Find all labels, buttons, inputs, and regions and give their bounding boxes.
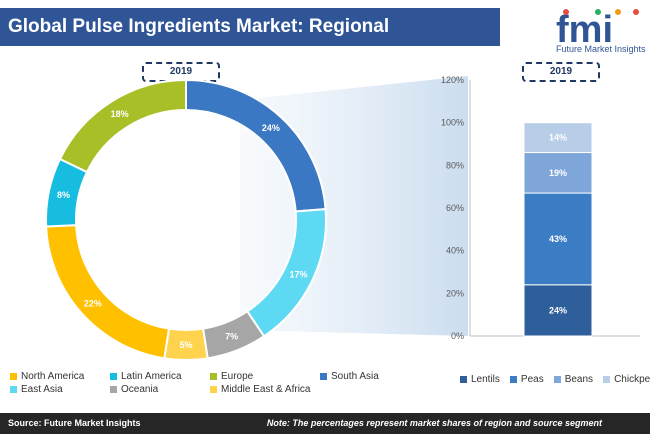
legend-item-middle-east-africa: Middle East & Africa — [210, 383, 310, 396]
legend-item-lentils: Lentils — [460, 374, 500, 385]
bar-segment-beans — [523, 152, 593, 194]
y-tick-label: 80% — [446, 160, 464, 170]
donut-slice-north-america — [45, 224, 171, 360]
legend-item-chickpeas: Chickpeas — [603, 374, 650, 385]
footer-note: Note: The percentages represent market s… — [266, 418, 602, 428]
legend-item-oceania: Oceania — [110, 383, 210, 396]
donut-legend: North America Latin America Europe South… — [10, 370, 379, 396]
donut-slice-europe — [58, 78, 187, 174]
stacked-bar-chart: 0% 20% 40% 60% 80% 100% 120% 24% 43% 19% 14% — [441, 75, 640, 341]
footer-source: Source: Future Market Insights — [8, 418, 141, 428]
bar-segment-peas — [523, 192, 593, 286]
legend-item-south-asia: South Asia — [320, 370, 379, 383]
donut-label-north-america: 22% — [84, 298, 102, 308]
logo-tagline: Future Market Insights — [556, 44, 646, 54]
logo-letters: fmi — [556, 9, 613, 51]
bar-label-peas: 43% — [549, 234, 567, 244]
y-tick-label: 40% — [446, 246, 464, 256]
donut-label-latin-america: 8% — [57, 190, 70, 200]
donut-label-middle-east-africa: 5% — [179, 340, 192, 350]
bar-label-chickpeas: 14% — [549, 133, 567, 143]
y-tick-label: 20% — [446, 288, 464, 298]
donut-label-europe: 18% — [111, 109, 129, 119]
legend-item-peas: Peas — [509, 374, 544, 385]
y-tick-label: 120% — [441, 75, 464, 85]
y-tick-label: 0% — [451, 331, 464, 341]
legend-item-europe: Europe — [210, 370, 320, 383]
bar-segment-lentils — [523, 284, 593, 337]
legend-item-east-asia: East Asia — [10, 383, 110, 396]
legend-item-beans: Beans — [553, 374, 593, 385]
donut-label-south-asia: 24% — [262, 123, 280, 133]
footer-bar: Source: Future Market Insights Note: The… — [0, 413, 650, 434]
bar-year-label: 2019 — [522, 62, 600, 82]
donut-chart: 24% 17% 7% 5% 22% 8% 18% — [45, 78, 327, 361]
legend-item-latin-america: Latin America — [110, 370, 210, 383]
page-title: Global Pulse Ingredients Market: Regiona… — [0, 8, 500, 75]
bar-segment-chickpeas — [523, 122, 593, 154]
legend-item-north-america: North America — [10, 370, 110, 383]
bar-legend: Lentils Peas Beans Chickpeas — [460, 374, 650, 385]
donut-label-east-asia: 17% — [289, 269, 307, 279]
y-tick-label: 60% — [446, 203, 464, 213]
fmi-logo: fmi — [556, 9, 639, 51]
bar-label-lentils: 24% — [549, 305, 567, 315]
bar-label-beans: 19% — [549, 168, 567, 178]
y-tick-label: 100% — [441, 118, 464, 128]
donut-label-oceania: 7% — [225, 331, 238, 341]
